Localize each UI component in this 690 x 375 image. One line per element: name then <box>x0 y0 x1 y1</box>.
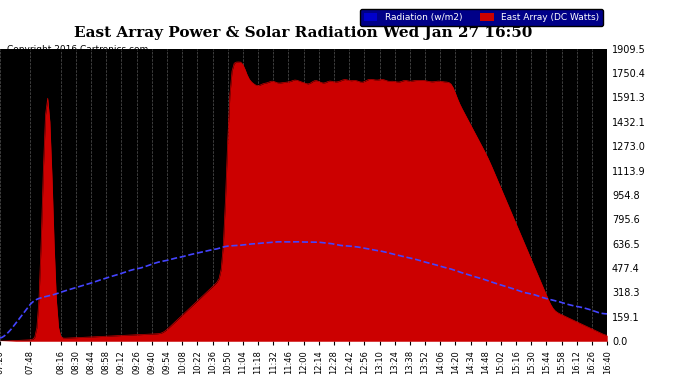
Text: East Array Power & Solar Radiation Wed Jan 27 16:50: East Array Power & Solar Radiation Wed J… <box>75 26 533 40</box>
Text: Copyright 2016 Cartronics.com: Copyright 2016 Cartronics.com <box>7 45 148 54</box>
Legend: Radiation (w/m2), East Array (DC Watts): Radiation (w/m2), East Array (DC Watts) <box>360 9 602 26</box>
